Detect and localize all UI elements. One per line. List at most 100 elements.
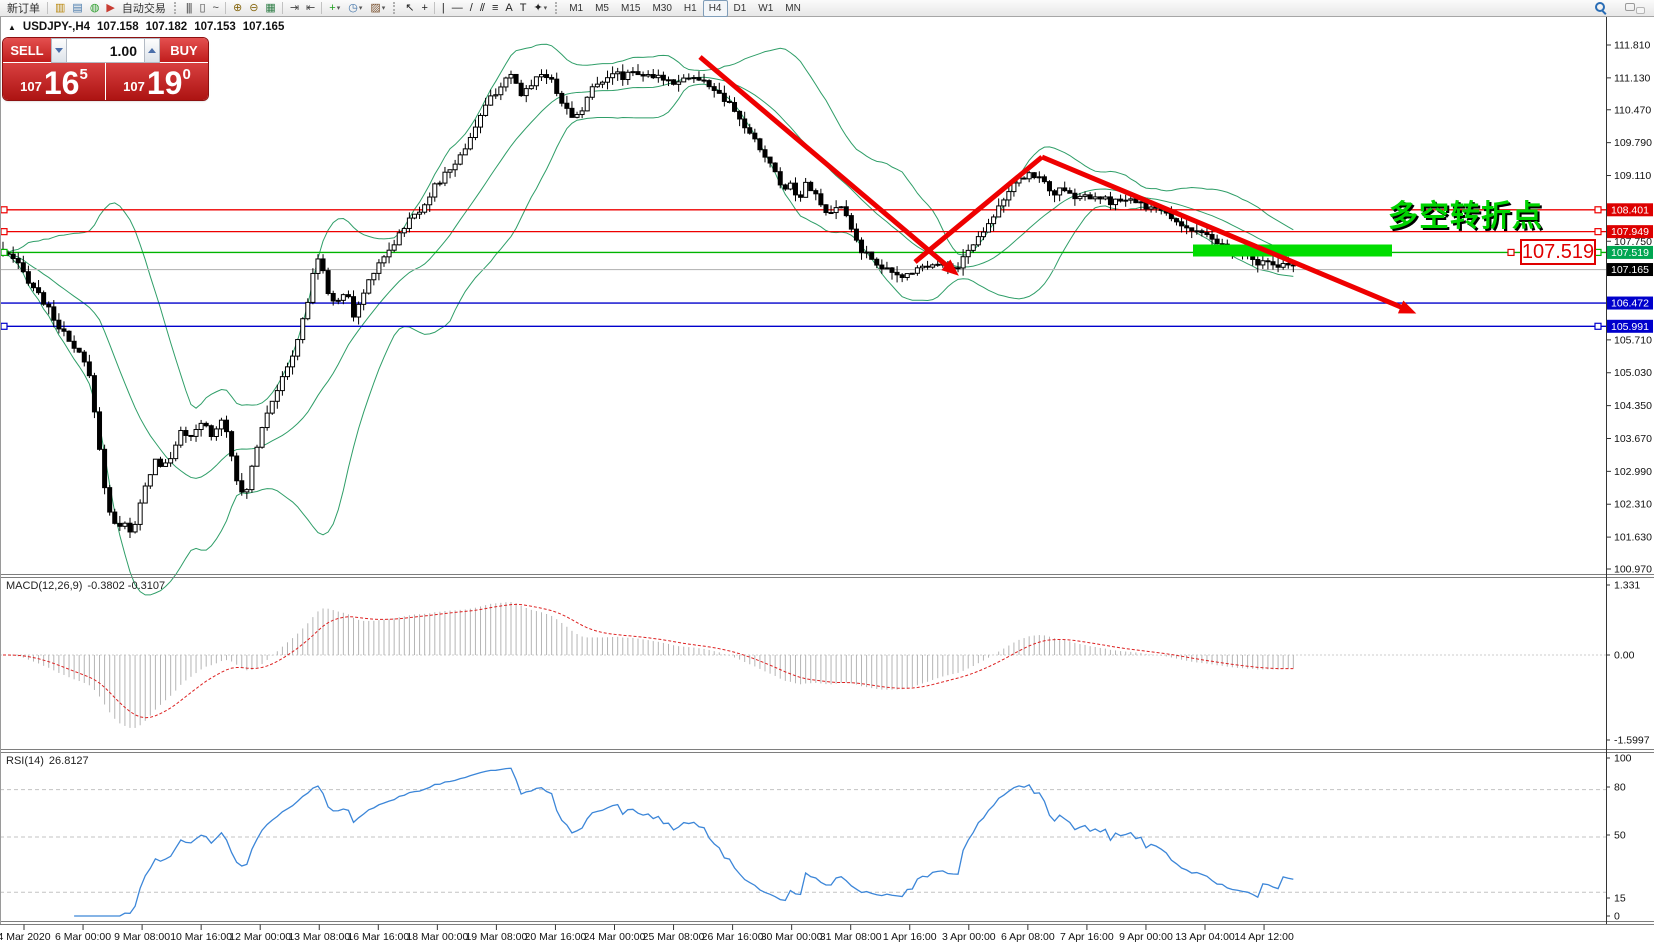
svg-text:10 Mar 16:00: 10 Mar 16:00 — [170, 931, 232, 943]
signals-icon[interactable]: ◍ — [86, 0, 103, 17]
timeframe-M15[interactable]: M15 — [621, 2, 641, 14]
sell-price-prefix: 107 — [20, 79, 42, 94]
turning-point-annotation: 多空转折点 — [1388, 200, 1543, 233]
toolbar-grip — [393, 2, 397, 14]
arrows-button[interactable]: ✦ ▾ — [529, 0, 551, 17]
toolbar-separator — [321, 2, 323, 14]
new-order-button[interactable]: 新订单 — [7, 3, 40, 15]
text-icon: A — [505, 1, 512, 14]
rsi-value: 26.8127 — [48, 755, 89, 767]
timeframe-H4[interactable]: H4 — [702, 0, 728, 17]
svg-text:109.790: 109.790 — [1614, 137, 1652, 149]
equidistant-channel-icon[interactable]: // — [476, 0, 488, 17]
autotrading-button[interactable]: 自动交易 — [121, 3, 166, 15]
symbol-header: ▲ USDJPY-,H4 107.158 107.182 107.153 107… — [8, 21, 286, 33]
bar-chart-icon[interactable]: ||| — [182, 0, 196, 17]
candlestick-chart-icon: ▯ — [199, 1, 205, 14]
periods-button[interactable]: ◷ ▾ — [344, 0, 366, 17]
buy-price-big: 19 — [146, 64, 183, 100]
candlestick-chart-icon[interactable]: ▯ — [195, 0, 208, 17]
svg-text:80: 80 — [1614, 782, 1626, 794]
autotrading-icon: ▶ — [106, 1, 115, 14]
timeframe-M5[interactable]: M5 — [595, 2, 609, 14]
arrows-button: ✦ — [533, 1, 542, 14]
line-chart-icon[interactable]: ~ — [209, 0, 222, 17]
svg-text:13 Apr 04:00: 13 Apr 04:00 — [1175, 931, 1235, 943]
svg-text:107.165: 107.165 — [1611, 264, 1649, 276]
svg-text:105.991: 105.991 — [1611, 321, 1649, 333]
indicators-button[interactable]: + ▾ — [325, 0, 344, 17]
svg-text:18 Mar 00:00: 18 Mar 00:00 — [406, 931, 468, 943]
svg-text:50: 50 — [1614, 830, 1626, 842]
svg-text:107.519: 107.519 — [1611, 247, 1649, 259]
chart-shift-icon[interactable]: ⇤ — [302, 0, 318, 17]
zoom-out-icon[interactable]: ⊖ — [245, 0, 261, 17]
svg-text:1.331: 1.331 — [1614, 580, 1640, 592]
svg-text:106.472: 106.472 — [1611, 298, 1649, 310]
toolbar-separator — [224, 2, 226, 14]
svg-text:6 Mar 00:00: 6 Mar 00:00 — [55, 931, 111, 943]
buy-price-prefix: 107 — [123, 79, 145, 94]
zoom-in-icon[interactable]: ⊕ — [229, 0, 245, 17]
sell-price-display[interactable]: 107 16 5 — [3, 63, 105, 100]
timeframe-M1[interactable]: M1 — [569, 2, 584, 14]
sell-price-pip: 5 — [79, 66, 88, 83]
chat-icon[interactable] — [1624, 2, 1646, 15]
crosshair-icon[interactable]: + — [417, 0, 430, 17]
templates-button: ▨ — [370, 1, 380, 14]
volume-input[interactable]: 1.00 — [67, 38, 144, 63]
vertical-line-icon[interactable]: | — [438, 0, 448, 17]
timeframe-H1[interactable]: H1 — [683, 2, 697, 14]
svg-text:15: 15 — [1614, 893, 1626, 905]
profiles-icon[interactable]: ▥ — [51, 0, 68, 17]
tile-windows-icon[interactable]: ▦ — [261, 0, 278, 17]
volume-decrease-button[interactable] — [51, 38, 67, 63]
templates-button[interactable]: ▨ ▾ — [366, 0, 389, 17]
svg-text:105.030: 105.030 — [1614, 367, 1652, 379]
svg-text:110.470: 110.470 — [1614, 104, 1651, 116]
sell-button[interactable]: SELL — [3, 38, 51, 63]
svg-text:111.810: 111.810 — [1614, 40, 1651, 52]
auto-scroll-icon[interactable]: ⇥ — [286, 0, 302, 17]
toolbar-grip — [173, 2, 178, 14]
crosshair-icon: + — [421, 1, 428, 14]
svg-text:25 Mar 08:00: 25 Mar 08:00 — [643, 931, 705, 943]
trendline-icon: / — [469, 1, 473, 14]
sell-price-big: 16 — [43, 64, 80, 100]
buy-button[interactable]: BUY — [160, 38, 208, 63]
zoom-out-icon: ⊖ — [249, 1, 258, 14]
equidistant-channel-icon: // — [479, 1, 485, 14]
svg-text:102.310: 102.310 — [1614, 499, 1652, 511]
svg-text:1 Apr 16:00: 1 Apr 16:00 — [883, 931, 937, 943]
chevron-up-icon — [148, 48, 156, 53]
fibonacci-icon[interactable]: ≡ — [488, 0, 501, 17]
rsi-indicator-label: RSI(14) 26.8127 — [6, 755, 89, 767]
buy-price-display[interactable]: 107 19 0 — [106, 63, 208, 100]
svg-text:102.990: 102.990 — [1614, 466, 1652, 478]
autotrading-icon[interactable]: ▶ — [102, 0, 117, 17]
horizontal-line-icon[interactable]: — — [448, 0, 466, 17]
symbol-search-icon[interactable] — [1594, 1, 1614, 15]
fibonacci-icon: ≡ — [491, 1, 499, 14]
text-label-icon: T — [519, 1, 527, 14]
bar-chart-icon: ||| — [185, 1, 193, 14]
trendline-icon[interactable]: / — [466, 0, 476, 17]
text-label-icon[interactable]: T — [516, 0, 530, 17]
symbol-period-label: USDJPY-,H4 — [22, 21, 91, 33]
timeframe-W1[interactable]: W1 — [758, 2, 774, 14]
cursor-icon[interactable]: ↖ — [401, 0, 417, 17]
zoom-in-icon: ⊕ — [232, 1, 242, 14]
svg-text:19 Mar 08:00: 19 Mar 08:00 — [465, 931, 527, 943]
svg-text:26 Mar 16:00: 26 Mar 16:00 — [702, 931, 764, 943]
timeframe-MN[interactable]: MN — [785, 2, 801, 14]
timeframe-D1[interactable]: D1 — [733, 2, 747, 14]
svg-text:111.130: 111.130 — [1614, 72, 1651, 84]
volume-increase-button[interactable] — [144, 38, 160, 63]
svg-text:105.710: 105.710 — [1614, 334, 1652, 346]
text-icon[interactable]: A — [501, 0, 515, 17]
market-watch-icon[interactable]: ▤ — [68, 0, 85, 17]
timeframe-M30[interactable]: M30 — [652, 2, 672, 14]
collapse-panel-icon[interactable]: ▲ — [8, 22, 16, 32]
chart-shift-icon: ⇤ — [306, 1, 315, 14]
